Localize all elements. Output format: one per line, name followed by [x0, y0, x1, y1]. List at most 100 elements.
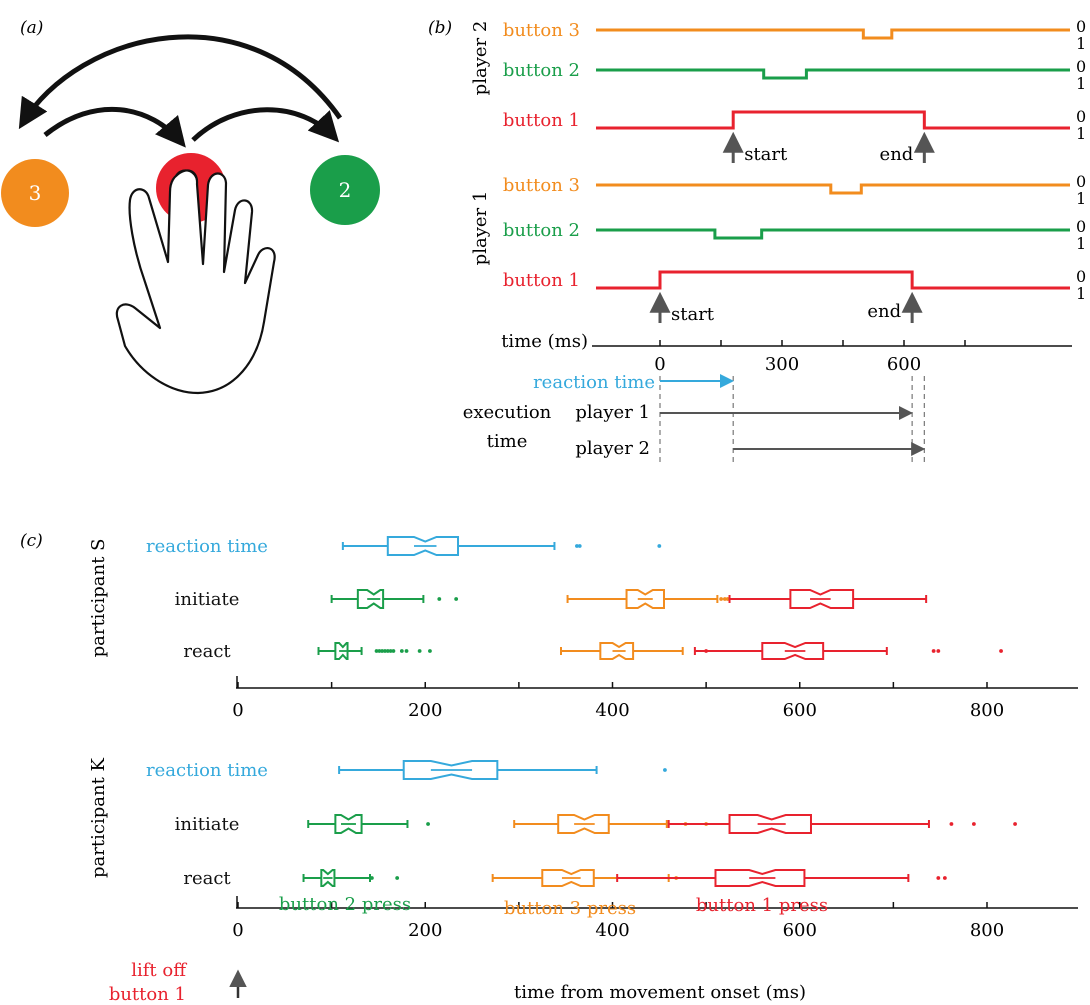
lift-off-label: lift off: [131, 960, 187, 981]
outlier-point: [931, 649, 936, 653]
x-axis-tick-label: 0: [232, 920, 243, 941]
row-labels: reaction time initiate react reaction time i…: [146, 536, 268, 889]
outlier-point: [391, 649, 396, 653]
player-2-end-label: end: [880, 144, 914, 165]
x-axis-tick-label: 400: [595, 920, 629, 941]
outlier-point: [575, 544, 579, 548]
curved-arrow-icon: [18, 34, 343, 130]
exec-player-1-label: player 1: [575, 402, 650, 423]
outlier-point: [942, 876, 947, 880]
outlier-point: [577, 544, 582, 548]
exec-player-2-label: player 2: [575, 438, 650, 459]
curved-arrow-icon: [191, 107, 340, 143]
outlier-point: [437, 597, 442, 601]
time-axis-label: time (ms): [501, 331, 588, 352]
button-3-label: 3: [29, 181, 42, 205]
outlier-point: [999, 649, 1003, 653]
start-end-markers: start end start end: [649, 131, 935, 325]
participant-k-label: participant K: [88, 757, 109, 877]
box-reaction: [341, 536, 662, 556]
box-button3: [513, 814, 709, 834]
execution-label: execution: [463, 402, 552, 423]
player-2-label: player 2: [470, 21, 491, 96]
level-label: 0: [1076, 172, 1086, 191]
step-traces: [596, 28, 1070, 290]
row-label: initiate: [175, 814, 240, 835]
button-3-circle: [1, 159, 69, 227]
level-label: 0: [1076, 17, 1086, 36]
hand-icon: [115, 169, 276, 395]
trace-label: button 2: [503, 220, 580, 241]
box-button1: [728, 589, 928, 609]
x-axis-tick-label: 200: [408, 920, 442, 941]
time-axis-tick-label: 600: [887, 354, 921, 375]
panel-c: (c) participant S participant K reaction…: [20, 531, 1078, 1005]
trace-label: button 1: [503, 270, 580, 291]
outlier-point: [388, 649, 393, 653]
box-button1: [667, 814, 1017, 834]
outlier-point: [1013, 822, 1017, 826]
level-label: 1: [1076, 234, 1086, 253]
trace-label: button 2: [503, 60, 580, 81]
participant-s-label: participant S: [88, 539, 109, 658]
x-axis-tick-label: 600: [783, 920, 817, 941]
outlier-point: [936, 649, 941, 653]
row-label: react: [183, 868, 231, 889]
level-label: 0: [1076, 57, 1086, 76]
row-label: react: [183, 641, 231, 662]
outlier-point: [377, 649, 382, 653]
outlier-point: [971, 822, 976, 826]
row-label: initiate: [175, 589, 240, 610]
x-axis-tick-label: 200: [408, 700, 442, 721]
outlier-point: [936, 876, 941, 880]
step-trace-line: [596, 228, 1070, 240]
outlier-point: [426, 822, 430, 826]
outlier-point: [722, 597, 727, 601]
boxplots: [302, 536, 1017, 887]
box-button2: [302, 869, 400, 887]
level-label: 0: [1076, 217, 1086, 236]
time-axes: 0 200 400 600 800 0 200 400 600 800: [232, 676, 1078, 941]
level-label: 1: [1076, 34, 1086, 53]
panel-a-label: (a): [20, 18, 43, 38]
outlier-point: [385, 649, 390, 653]
curved-arrow-icon: [43, 106, 186, 148]
level-label: 0: [1076, 267, 1086, 286]
panel-c-label: (c): [20, 531, 43, 551]
step-trace-line: [596, 28, 1070, 40]
reaction-time-label: reaction time: [533, 372, 655, 393]
box-button2: [330, 589, 459, 609]
panel-b-label: (b): [428, 18, 452, 38]
x-axis-title: time from movement onset (ms): [514, 982, 806, 1003]
box-button2: [307, 814, 430, 834]
outlier-point: [949, 822, 954, 826]
outlier-point: [374, 649, 379, 653]
player-1-start-label: start: [671, 304, 715, 325]
outlier-point: [395, 876, 400, 880]
trace-label: button 3: [503, 20, 580, 41]
level-label: 1: [1076, 284, 1086, 303]
x-axis-tick-label: 800: [970, 700, 1004, 721]
box-button2: [317, 642, 432, 660]
button-2-label: 2: [339, 178, 352, 202]
level-label: 1: [1076, 74, 1086, 93]
lift-off-label: button 1: [109, 984, 186, 1005]
outlier-point: [404, 649, 409, 653]
level-label: 1: [1076, 124, 1086, 143]
time-axis: time (ms) 0 300 600: [501, 331, 1072, 375]
box-button3: [566, 589, 730, 609]
x-axis-tick-label: 600: [783, 700, 817, 721]
outlier-point: [417, 649, 422, 653]
x-axis-tick-label: 0: [232, 700, 243, 721]
outlier-point: [383, 649, 387, 653]
trace-label: button 1: [503, 110, 580, 131]
box-button1: [693, 642, 1003, 660]
outlier-point: [428, 649, 432, 653]
panel-a: (a) 3 1 2: [1, 18, 380, 395]
x-axis-tick-label: 400: [595, 700, 629, 721]
level-label: 0: [1076, 107, 1086, 126]
box-button3: [560, 642, 684, 660]
